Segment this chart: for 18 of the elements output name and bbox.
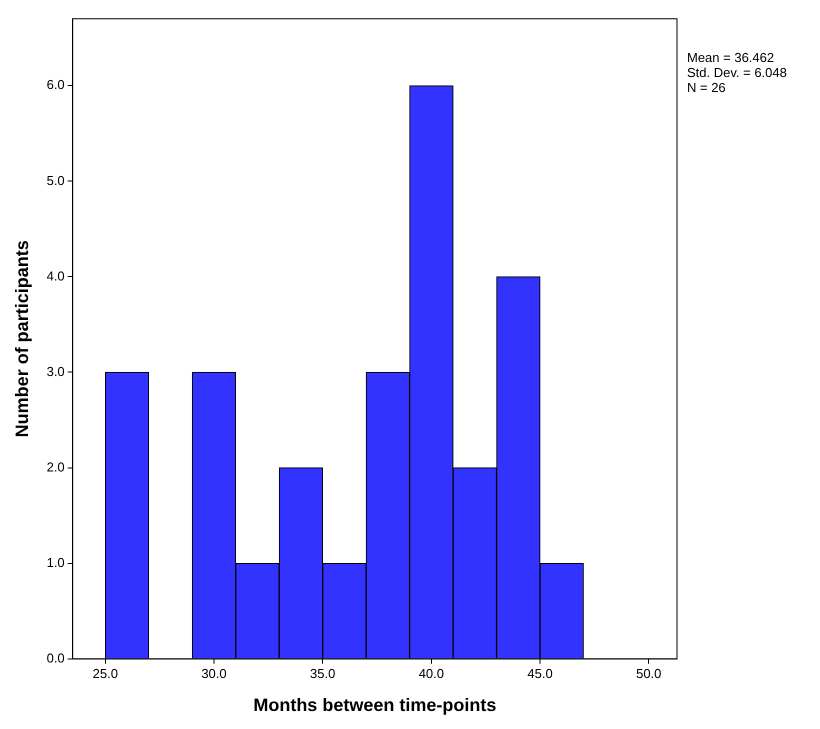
text: Mean = 36.462 bbox=[687, 50, 774, 65]
y-tick-label: 3.0 bbox=[46, 364, 65, 379]
x-tick-label: 50.0 bbox=[636, 666, 662, 682]
y-axis-title: Number of participants bbox=[12, 240, 32, 438]
y-tick-label: 0.0 bbox=[46, 650, 65, 666]
y-tick-label: 4.0 bbox=[46, 268, 65, 284]
y-tick-label: 1.0 bbox=[46, 554, 65, 570]
x-tick-label: 35.0 bbox=[310, 666, 336, 682]
y-tick-label: 6.0 bbox=[46, 77, 65, 92]
text: Std. Dev. = 6.048 bbox=[687, 64, 787, 80]
x-tick-label: 45.0 bbox=[527, 666, 553, 682]
text: N = 26 bbox=[687, 80, 726, 95]
x-axis-title: Months between time-points bbox=[253, 695, 496, 716]
y-tick-label: 2.0 bbox=[46, 459, 65, 474]
x-tick-label: 25.0 bbox=[92, 666, 118, 682]
y-tick-label: 5.0 bbox=[46, 172, 65, 188]
x-tick-label: 40.0 bbox=[418, 666, 444, 682]
x-tick-label: 30.0 bbox=[201, 666, 227, 682]
